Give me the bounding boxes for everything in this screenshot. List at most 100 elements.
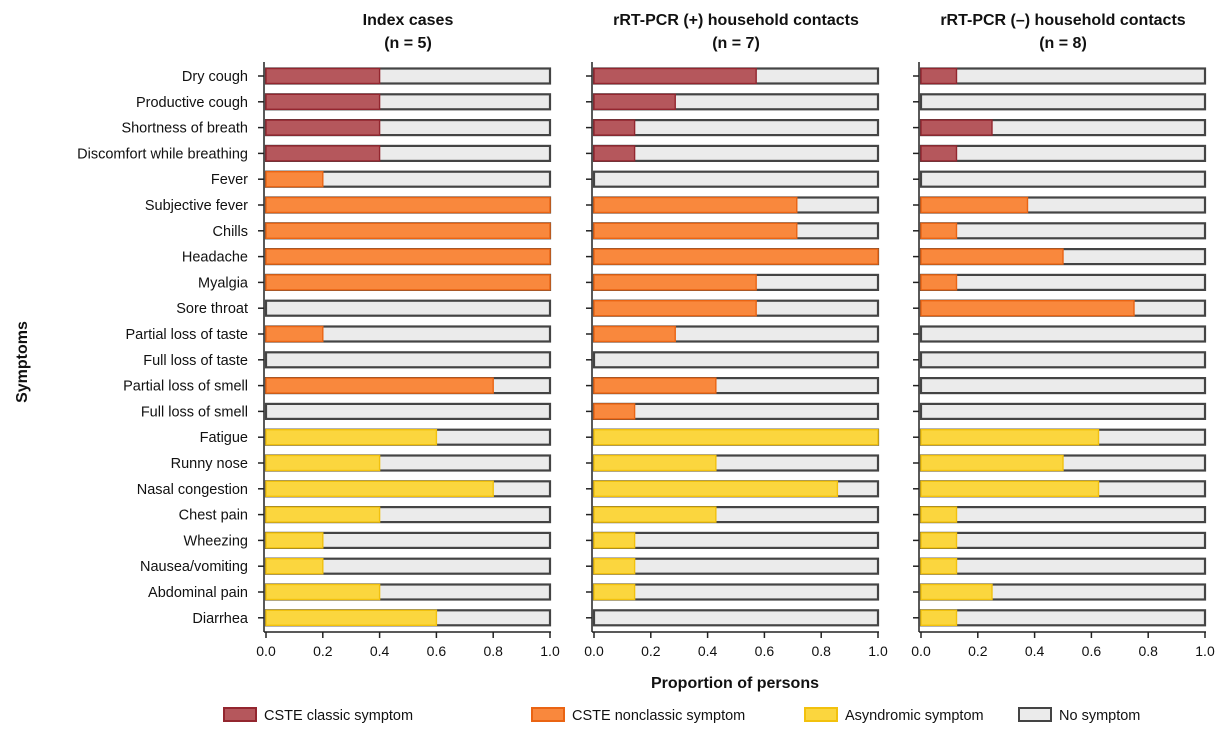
bar-nonclassic [920,300,1135,317]
bar-nonclassic [593,325,676,343]
bar-classic [593,67,757,85]
no-symptom-bar [919,170,1207,188]
bar-classic [593,145,636,162]
no-symptom-bar [592,170,880,188]
no-symptom-bar [592,118,880,137]
y-category-label: Nausea/vomiting [140,559,248,575]
panel-title: Index cases [363,12,454,29]
no-symptom-bar [919,144,1207,162]
no-symptom-bar [919,273,1207,291]
bar-classic [920,67,958,85]
x-tick-label: 0.6 [427,643,447,659]
bar-asyndromic [265,429,438,446]
bar-asyndromic [593,454,717,472]
panel-title: rRT-PCR (+) household contacts [613,12,859,29]
no-symptom-bar [919,222,1207,240]
bar-nonclassic [265,196,551,214]
panel-subtitle: (n = 8) [1039,35,1087,52]
panel-title: rRT-PCR (–) household contacts [940,12,1185,29]
bar-nonclassic [265,170,324,188]
no-symptom-bar [592,351,880,369]
no-symptom-bar [264,351,552,369]
bar-nonclassic [593,300,757,317]
bar-nonclassic [265,325,324,343]
x-tick-label: 0.8 [483,643,503,659]
x-tick-label: 0.8 [811,643,831,659]
y-category-label: Sore throat [176,301,248,317]
x-tick-label: 1.0 [540,643,560,659]
no-symptom-bar [919,377,1207,395]
no-symptom-bar [264,402,552,420]
no-symptom-bar [592,531,880,550]
x-axis-title: Proportion of persons [651,675,819,692]
no-symptom-bar [919,93,1207,111]
bar-asyndromic [920,609,958,626]
no-symptom-bar [919,531,1207,550]
bar-asyndromic [265,480,494,497]
bar-nonclassic [593,222,798,240]
bar-nonclassic [593,403,636,420]
no-symptom-bar [592,557,880,575]
y-category-label: Fever [211,172,248,188]
y-category-label: Shortness of breath [121,121,248,137]
y-category-label: Diarrhea [192,611,249,627]
bar-classic [265,119,381,136]
bar-asyndromic [593,429,879,446]
no-symptom-bar [592,609,880,627]
bar-asyndromic [920,506,958,523]
bar-asyndromic [265,583,381,601]
bar-asyndromic [593,583,636,601]
legend-swatch-nonclassic [531,707,565,722]
y-category-label: Nasal congestion [137,482,248,498]
x-tick-label: 0.8 [1138,643,1158,659]
y-category-label: Full loss of smell [141,404,248,420]
no-symptom-bar [919,609,1207,627]
y-axis-title: Symptoms [14,321,31,403]
legend-swatch-none [1018,707,1052,722]
x-tick-label: 0.6 [755,643,775,659]
bar-nonclassic [265,222,551,240]
bar-asyndromic [920,583,993,601]
bar-nonclassic [593,196,798,214]
legend-swatch-classic [223,707,257,722]
y-category-label: Fatigue [200,430,248,446]
x-tick-label: 0.2 [968,643,988,659]
y-category-label: Chills [213,224,248,240]
bar-asyndromic [265,558,324,575]
y-category-label: Partial loss of taste [126,327,249,343]
bar-asyndromic [920,532,958,549]
x-tick-label: 0.0 [256,643,276,659]
legend-swatch-asyndromic [804,707,838,722]
bar-nonclassic [265,274,551,291]
x-tick-label: 0.0 [584,643,604,659]
x-tick-label: 0.2 [313,643,333,659]
bar-classic [265,93,381,111]
legend-label-none: No symptom [1059,708,1140,724]
bar-classic [920,119,993,136]
y-category-label: Runny nose [171,456,248,472]
no-symptom-bar [919,402,1207,420]
bar-nonclassic [265,248,551,265]
y-category-label: Dry cough [182,69,248,85]
no-symptom-bar [264,299,552,317]
x-tick-label: 0.0 [911,643,931,659]
no-symptom-bar [592,583,880,601]
panel-subtitle: (n = 5) [384,35,432,52]
legend-label-nonclassic: CSTE nonclassic symptom [572,708,745,724]
y-category-label: Discomfort while breathing [77,146,248,162]
legend-label-classic: CSTE classic symptom [264,708,413,724]
bar-asyndromic [265,506,381,523]
bar-classic [265,67,381,85]
bar-asyndromic [265,609,438,626]
bar-nonclassic [265,377,494,394]
bar-asyndromic [920,558,958,575]
x-tick-label: 0.4 [370,643,390,659]
bar-asyndromic [920,429,1100,446]
no-symptom-bar [592,144,880,162]
bar-classic [593,93,676,111]
bar-asyndromic [593,480,839,497]
legend-label-asyndromic: Asyndromic symptom [845,708,984,724]
y-category-label: Headache [182,250,248,266]
